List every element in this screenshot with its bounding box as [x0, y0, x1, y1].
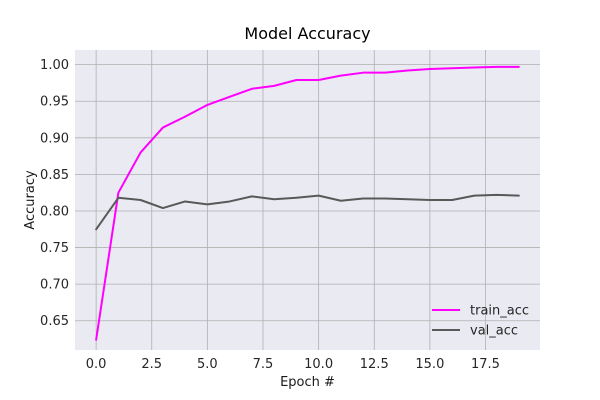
y-tick-label: 0.90 — [40, 131, 69, 146]
plot-area — [75, 50, 540, 350]
x-tick-label: 5.0 — [197, 357, 218, 372]
x-tick-label: 0.0 — [86, 357, 107, 372]
x-ticks: 0.0 2.5 5.0 7.5 10.0 12.5 15.0 17.5 — [86, 357, 500, 372]
x-tick-label: 17.5 — [471, 357, 500, 372]
y-tick-label: 0.95 — [40, 95, 69, 110]
y-axis-label: Accuracy — [23, 170, 38, 230]
x-tick-label: 10.0 — [304, 357, 333, 372]
y-tick-label: 0.70 — [40, 278, 69, 293]
series-line-val-acc — [95, 193, 520, 231]
legend-label-val-acc: val_acc — [470, 324, 518, 339]
x-axis-label: Epoch # — [280, 375, 335, 390]
x-tick-label: 7.5 — [253, 357, 274, 372]
legend-label-train-acc: train_acc — [470, 304, 529, 319]
x-tick-label: 15.0 — [415, 357, 444, 372]
x-tick-label: 12.5 — [360, 357, 389, 372]
chart-title: Model Accuracy — [244, 24, 370, 43]
grid — [75, 50, 540, 350]
y-tick-label: 0.85 — [40, 168, 69, 183]
y-tick-label: 0.65 — [40, 314, 69, 329]
y-ticks: 0.65 0.70 0.75 0.80 0.85 0.90 0.95 1.00 — [40, 58, 69, 329]
series-lines — [95, 65, 520, 341]
y-tick-label: 1.00 — [40, 58, 69, 73]
y-tick-label: 0.80 — [40, 204, 69, 219]
x-tick-label: 2.5 — [141, 357, 162, 372]
y-tick-label: 0.75 — [40, 241, 69, 256]
series-line-train-acc — [95, 65, 520, 341]
legend: train_acc val_acc — [432, 304, 529, 339]
